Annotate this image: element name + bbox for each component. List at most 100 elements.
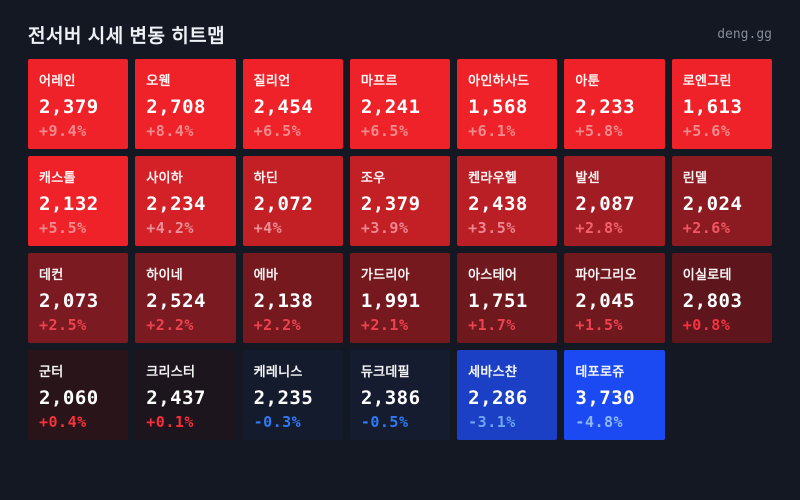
server-price: 1,991 (360, 290, 421, 312)
server-change-percent: +8.4% (146, 122, 194, 140)
server-price: 2,060 (39, 387, 99, 409)
server-name: 군터 (39, 364, 64, 379)
heatmap-tile[interactable]: 로엔그린 1,613 +5.6% (671, 59, 772, 149)
heatmap-tile[interactable]: 오웬 2,708 +8.4% (135, 59, 236, 149)
server-change-percent: +2.2% (146, 316, 194, 334)
server-change-percent: +2.6% (682, 219, 731, 237)
heatmap-tile[interactable]: 이실로테 2,803 +0.8% (671, 253, 772, 343)
heatmap-tile[interactable]: 조우 2,379 +3.9% (349, 156, 451, 246)
server-change-percent: +5.8% (575, 122, 624, 140)
server-price: 2,524 (146, 290, 206, 312)
server-name: 린델 (682, 170, 708, 185)
server-name: 로엔그린 (682, 73, 732, 88)
heatmap-tile[interactable]: 아인하사드 1,568 +6.1% (457, 59, 558, 149)
server-price: 1,613 (682, 96, 743, 118)
server-name: 사이하 (146, 170, 184, 185)
server-price: 2,233 (575, 96, 636, 118)
server-name: 조우 (360, 170, 386, 185)
server-change-percent: +6.1% (468, 122, 516, 140)
server-change-percent: +3.9% (360, 219, 409, 237)
server-change-percent: +9.4% (39, 122, 87, 140)
server-price: 2,386 (360, 387, 421, 409)
heatmap-tile[interactable]: 크리스터 2,437 +0.1% (135, 350, 236, 440)
server-name: 하딘 (253, 170, 279, 185)
server-name: 파아그리오 (575, 267, 637, 282)
server-change-percent: +6.5% (360, 122, 409, 140)
heatmap-tile[interactable]: 듀크데필 2,386 -0.5% (349, 350, 451, 440)
server-change-percent: +0.8% (682, 316, 731, 334)
server-change-percent: +2.1% (360, 316, 409, 334)
server-price: 2,045 (575, 290, 636, 312)
server-price: 2,708 (146, 96, 206, 118)
server-name: 발센 (575, 170, 600, 185)
heatmap-tile[interactable]: 파아그리오 2,045 +1.5% (564, 253, 665, 343)
server-change-percent: +0.1% (146, 413, 194, 431)
server-price: 2,235 (253, 387, 314, 409)
heatmap-grid: 어레인 2,379 +9.4% 오웬 2,708 +8.4% 질리언 2,454… (28, 59, 772, 440)
server-name: 이실로테 (682, 267, 732, 282)
heatmap-tile[interactable]: 발센 2,087 +2.8% (564, 156, 665, 246)
server-price: 2,234 (146, 193, 206, 215)
server-price: 2,803 (682, 290, 743, 312)
server-change-percent: +2.2% (253, 316, 302, 334)
server-change-percent: +6.5% (253, 122, 302, 140)
server-change-percent: +2.5% (39, 316, 87, 334)
server-price: 2,454 (253, 96, 314, 118)
heatmap-tile[interactable]: 군터 2,060 +0.4% (28, 350, 129, 440)
server-price: 2,437 (146, 387, 206, 409)
server-change-percent: -0.5% (360, 413, 409, 431)
heatmap-tile[interactable]: 하이네 2,524 +2.2% (135, 253, 236, 343)
server-name: 데컨 (39, 267, 64, 282)
heatmap-tile[interactable]: 마프르 2,241 +6.5% (349, 59, 451, 149)
server-name: 오웬 (146, 73, 171, 88)
heatmap-tile[interactable]: 데컨 2,073 +2.5% (28, 253, 129, 343)
server-name: 아인하사드 (468, 73, 530, 88)
server-change-percent: -0.3% (253, 413, 302, 431)
server-change-percent: +4% (253, 219, 283, 237)
heatmap-tile[interactable]: 가드리아 1,991 +2.1% (349, 253, 451, 343)
heatmap-tile[interactable]: 사이하 2,234 +4.2% (135, 156, 236, 246)
server-name: 에바 (253, 267, 279, 282)
heatmap-tile[interactable]: 세바스챤 2,286 -3.1% (457, 350, 558, 440)
server-name: 아스테어 (468, 267, 518, 282)
heatmap-tile[interactable]: 하딘 2,072 +4% (242, 156, 343, 246)
server-change-percent: +5.5% (39, 219, 87, 237)
server-price: 3,730 (575, 387, 636, 409)
brand-logo[interactable]: deng.gg (717, 26, 772, 42)
heatmap-tile[interactable]: 린델 2,024 +2.6% (671, 156, 772, 246)
heatmap-tile[interactable]: 캐스톨 2,132 +5.5% (28, 156, 129, 246)
server-name: 캐스톨 (39, 170, 76, 185)
server-change-percent: +1.7% (468, 316, 516, 334)
heatmap-tile[interactable]: 케레니스 2,235 -0.3% (242, 350, 343, 440)
server-change-percent: -3.1% (468, 413, 516, 431)
server-change-percent: +3.5% (468, 219, 516, 237)
server-price: 2,073 (39, 290, 99, 312)
server-change-percent: +2.8% (575, 219, 624, 237)
server-name: 켄라우헬 (468, 170, 518, 185)
heatmap-tile[interactable]: 아스테어 1,751 +1.7% (457, 253, 558, 343)
server-name: 어레인 (39, 73, 76, 88)
server-name: 듀크데필 (360, 364, 410, 379)
server-price: 2,138 (253, 290, 314, 312)
server-change-percent: +5.6% (682, 122, 731, 140)
server-price: 2,379 (360, 193, 421, 215)
server-price: 2,024 (682, 193, 743, 215)
server-price: 2,438 (468, 193, 528, 215)
heatmap-tile[interactable]: 질리언 2,454 +6.5% (242, 59, 343, 149)
server-price: 2,072 (253, 193, 314, 215)
heatmap-tile[interactable]: 데포로쥬 3,730 -4.8% (564, 350, 665, 440)
server-price: 2,132 (39, 193, 99, 215)
heatmap-tile[interactable]: 켄라우헬 2,438 +3.5% (457, 156, 558, 246)
server-name: 케레니스 (253, 364, 303, 379)
server-change-percent: -4.8% (575, 413, 624, 431)
heatmap-tile[interactable]: 어레인 2,379 +9.4% (28, 59, 129, 149)
heatmap-tile[interactable]: 아툰 2,233 +5.8% (564, 59, 665, 149)
server-price: 1,568 (468, 96, 528, 118)
server-change-percent: +1.5% (575, 316, 624, 334)
heatmap-tile[interactable]: 에바 2,138 +2.2% (242, 253, 343, 343)
server-name: 마프르 (360, 73, 398, 88)
server-price: 2,379 (39, 96, 99, 118)
server-price: 1,751 (468, 290, 528, 312)
server-price: 2,241 (360, 96, 421, 118)
